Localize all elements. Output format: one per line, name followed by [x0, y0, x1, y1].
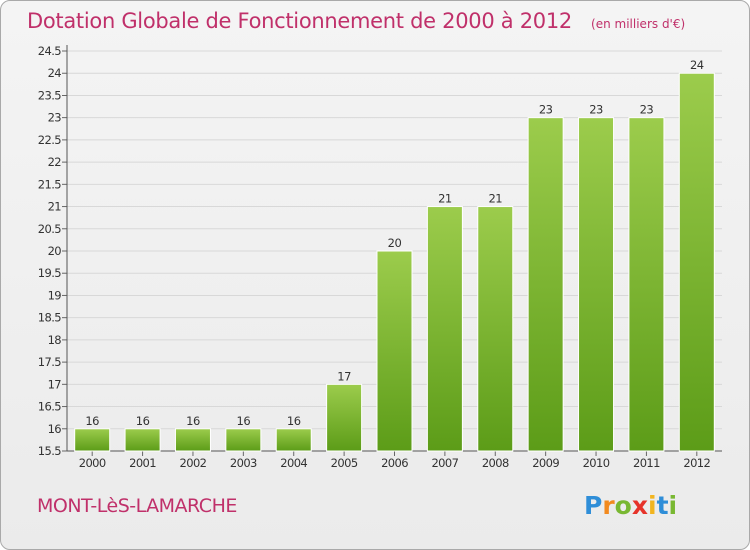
- bar: [376, 250, 413, 452]
- y-tick-label: 24.5: [38, 44, 61, 58]
- data-label: 23: [589, 103, 603, 117]
- y-tick-label: 23: [48, 111, 62, 125]
- bar: [275, 428, 312, 452]
- y-tick-label: 17.5: [38, 355, 61, 369]
- bar: [578, 117, 615, 452]
- x-tick-label: 2004: [280, 456, 307, 470]
- y-tick-label: 16.5: [38, 400, 61, 414]
- bar: [124, 428, 161, 452]
- y-tick-label: 20: [48, 244, 62, 258]
- title-row: Dotation Globale de Fonctionnement de 20…: [27, 9, 685, 33]
- data-label: 23: [539, 103, 553, 117]
- chart-unit: (en milliers d'€): [591, 17, 686, 31]
- x-tick-label: 2005: [331, 456, 358, 470]
- x-tick-label: 2008: [482, 456, 509, 470]
- y-tick-label: 21: [48, 200, 62, 214]
- logo-letter: P: [584, 491, 603, 520]
- data-label: 21: [438, 192, 452, 206]
- data-label: 20: [388, 236, 402, 250]
- x-tick-label: 2000: [79, 456, 106, 470]
- data-label: 16: [85, 414, 99, 428]
- x-tick-label: 2009: [532, 456, 559, 470]
- y-tick-label: 22.5: [38, 133, 61, 147]
- bar: [426, 206, 463, 452]
- x-tick-label: 2007: [431, 456, 458, 470]
- x-tick-label: 2012: [683, 456, 710, 470]
- logo-letter: t: [656, 491, 669, 520]
- x-tick-label: 2011: [633, 456, 660, 470]
- y-tick-label: 16: [48, 422, 62, 436]
- x-tick-label: 2006: [381, 456, 408, 470]
- x-tick-labels: 2000 2001 2002 2003 2004 2005 2006 2007 2008 2009…: [79, 456, 711, 470]
- x-tick-label: 2003: [230, 456, 257, 470]
- y-tick-label: 18: [48, 333, 62, 347]
- y-tick-label: 17: [48, 377, 62, 391]
- bar: [527, 117, 564, 452]
- bar: [326, 383, 363, 452]
- bar: [225, 428, 262, 452]
- data-label: 16: [136, 414, 150, 428]
- bar: [74, 428, 111, 452]
- bar: [628, 117, 665, 452]
- y-tick-label: 21.5: [38, 177, 61, 191]
- data-label: 16: [237, 414, 251, 428]
- y-tick-label: 23.5: [38, 88, 61, 102]
- data-label: 17: [337, 369, 351, 383]
- y-tick-label: 20.5: [38, 222, 61, 236]
- bar: [174, 428, 211, 452]
- bar: [477, 206, 514, 452]
- logo-letter: i: [668, 491, 678, 520]
- logo-letter: x: [631, 491, 648, 520]
- logo-letter: i: [648, 491, 657, 520]
- y-tick-label: 18.5: [38, 311, 61, 325]
- chart-title: Dotation Globale de Fonctionnement de 20…: [27, 9, 572, 33]
- data-label: 16: [186, 414, 200, 428]
- proxiti-logo[interactable]: Proxiti: [584, 491, 677, 520]
- logo-letter: o: [614, 491, 632, 520]
- data-labels: 16 16 16 16 16 17 20 21 21 23 23 23 24: [85, 58, 704, 428]
- commune-name: MONT-LèS-LAMARCHE: [37, 495, 237, 517]
- y-tick-label: 24: [48, 66, 62, 80]
- x-tick-label: 2001: [129, 456, 156, 470]
- bars: [74, 72, 715, 452]
- data-label: 24: [690, 58, 704, 72]
- y-tick-label: 22: [48, 155, 62, 169]
- y-tick-label: 19.5: [38, 266, 61, 280]
- x-tick-label: 2002: [180, 456, 207, 470]
- bar: [678, 72, 715, 452]
- logo-letter: r: [602, 491, 615, 520]
- data-label: 23: [640, 103, 654, 117]
- data-label: 16: [287, 414, 301, 428]
- data-label: 21: [488, 192, 502, 206]
- x-tick-label: 2010: [583, 456, 610, 470]
- y-tick-label: 19: [48, 288, 62, 302]
- y-tick-label: 15.5: [38, 444, 61, 458]
- y-tick-labels: 15.5 16 16.5 17 17.5 18 18.5 19 19.5 20 20.5 21 21.5…: [38, 44, 62, 458]
